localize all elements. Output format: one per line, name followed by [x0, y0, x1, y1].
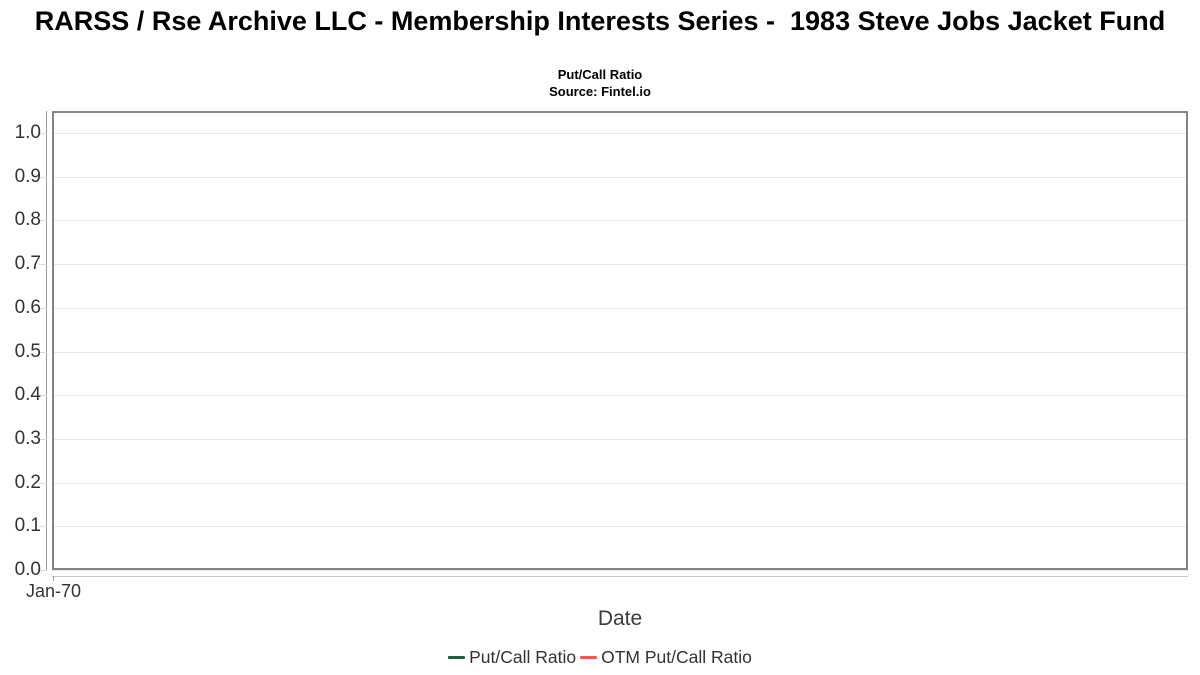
x-tick-label: Jan-70: [25, 581, 82, 601]
gridline: [52, 526, 1188, 527]
y-tick-mark: [39, 264, 47, 265]
chart-title: RARSS / Rse Archive LLC - Membership Int…: [34, 6, 1166, 36]
gridline: [52, 352, 1188, 353]
x-axis-title: Date: [597, 607, 643, 630]
chart-subtitle: Put/Call Ratio: [557, 67, 643, 82]
legend: Put/Call Ratio OTM Put/Call Ratio: [0, 647, 1200, 668]
y-tick-label: 0.0: [14, 559, 41, 580]
x-tick-mark: [53, 576, 54, 581]
gridline: [52, 570, 1188, 571]
y-tick-mark: [39, 133, 47, 134]
y-tick-mark: [39, 526, 47, 527]
legend-line-marker-icon: [580, 656, 598, 659]
y-tick-label: 0.9: [14, 166, 41, 187]
gridline: [52, 220, 1188, 221]
y-tick-label: 0.1: [14, 515, 41, 536]
gridline: [52, 439, 1188, 440]
y-tick-label: 0.4: [14, 384, 41, 405]
y-tick-label: 0.2: [14, 472, 41, 493]
legend-item: OTM Put/Call Ratio: [580, 647, 752, 668]
legend-label: OTM Put/Call Ratio: [601, 647, 752, 667]
y-tick-label: 0.6: [14, 297, 41, 318]
plot-box: [52, 111, 1188, 570]
legend-label: Put/Call Ratio: [469, 647, 577, 667]
gridline: [52, 308, 1188, 309]
y-tick-label: 0.5: [14, 341, 41, 362]
chart-source-label: Source: Fintel.io: [549, 84, 651, 99]
y-tick-label: 0.7: [14, 253, 41, 274]
gridline: [52, 133, 1188, 134]
legend-item: Put/Call Ratio: [448, 647, 576, 668]
y-tick-mark: [39, 570, 47, 571]
legend-line-marker-icon: [448, 656, 466, 659]
y-tick-label: 0.3: [14, 428, 41, 449]
y-tick-mark: [39, 483, 47, 484]
gridline: [52, 177, 1188, 178]
y-tick-mark: [39, 220, 47, 221]
gridline: [52, 395, 1188, 396]
y-tick-mark: [39, 439, 47, 440]
x-axis-line: [52, 576, 1188, 577]
y-tick-mark: [39, 352, 47, 353]
y-axis-line: [46, 111, 47, 570]
y-tick-mark: [39, 395, 47, 396]
y-tick-label: 1.0: [14, 122, 41, 143]
gridline: [52, 264, 1188, 265]
gridline: [52, 483, 1188, 484]
y-tick-label: 0.8: [14, 209, 41, 230]
y-tick-mark: [39, 177, 47, 178]
y-tick-mark: [39, 308, 47, 309]
